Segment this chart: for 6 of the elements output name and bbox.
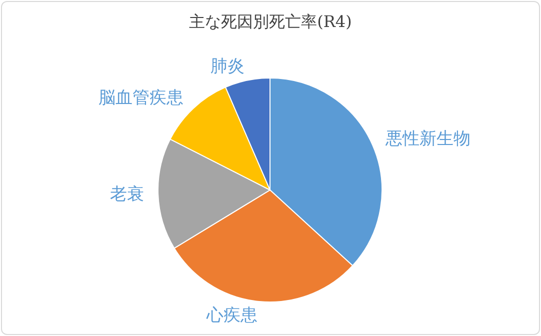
slice-label: 悪性新生物 (384, 129, 470, 150)
slice-label: 脳血管疾患 (98, 88, 184, 108)
slice-label: 肺炎 (210, 56, 244, 77)
slice-label: 心疾患 (206, 305, 258, 326)
slice-label: 老衰 (110, 184, 144, 205)
chart-title: 主な死因別死亡率(R4) (189, 12, 352, 31)
